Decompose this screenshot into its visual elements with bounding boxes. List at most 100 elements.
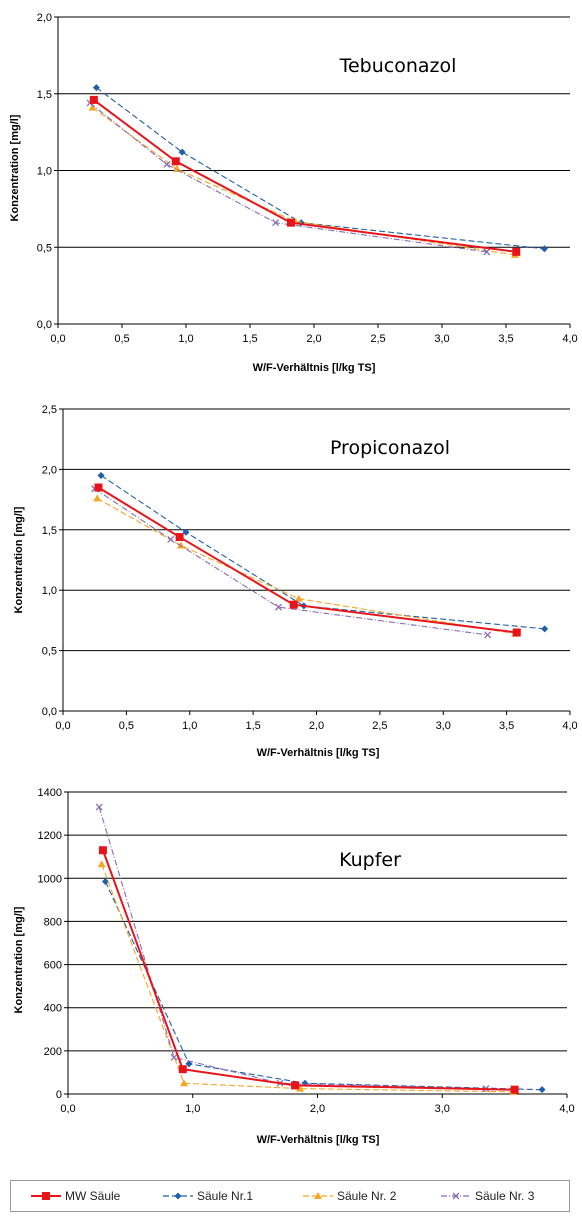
series-line-3 — [94, 488, 488, 636]
data-point — [171, 157, 180, 166]
legend-label: Säule Nr. 2 — [337, 1189, 397, 1203]
data-point — [180, 1079, 189, 1087]
x-tick-label: 2,5 — [372, 720, 387, 732]
x-tick-label: 0,0 — [50, 333, 65, 345]
legend-label: Säule Nr. 3 — [475, 1189, 535, 1203]
y-axis-label: Konzentration [mg/l] — [13, 506, 25, 613]
data-point — [97, 860, 106, 868]
data-point — [88, 103, 97, 111]
y-tick-label: 1,5 — [37, 89, 52, 101]
legend-marker — [42, 1192, 50, 1200]
y-tick-label: 200 — [44, 1046, 62, 1058]
data-point — [167, 536, 175, 543]
data-point — [163, 160, 171, 168]
data-point — [286, 218, 295, 227]
data-point — [540, 245, 548, 253]
legend-swatch — [31, 1192, 61, 1200]
legend-swatch — [441, 1192, 471, 1200]
data-point — [510, 1085, 519, 1094]
x-tick-label: 1,5 — [245, 720, 260, 732]
data-point — [182, 528, 190, 536]
x-tick-label: 1,0 — [178, 333, 193, 345]
data-point — [175, 533, 184, 542]
y-tick-label: 0,5 — [37, 242, 52, 254]
legend-marker — [452, 1192, 460, 1200]
legend-item-saeule-2: Säule Nr. 2 — [301, 1181, 396, 1211]
data-point — [173, 164, 182, 172]
data-point — [89, 95, 98, 104]
data-point — [95, 803, 103, 811]
y-tick-label: 0,0 — [37, 319, 52, 331]
chart-title: Tebuconazol — [339, 55, 457, 77]
y-tick-label: 2,0 — [42, 464, 57, 476]
chart-propiconazol: Propiconazol Konzentration [mg/l] W/F-Ve… — [13, 437, 450, 759]
y-tick-label: 800 — [44, 916, 62, 928]
data-point — [98, 846, 107, 855]
legend-item-saeule-3: Säule Nr. 3 — [439, 1181, 534, 1211]
legend-swatch — [303, 1192, 333, 1199]
plot-0: 0,0 0,5 1,0 1,5 2,0 0,0 0,5 1,0 1,5 2,0 2,5 3,0 3,5 4… — [37, 12, 578, 345]
data-point — [185, 1060, 193, 1068]
chart-tebuconazol: Tebuconazol Konzentration [mg/l] W/F-Ver… — [9, 55, 456, 374]
y-tick-label: 0,0 — [42, 706, 57, 718]
y-tick-label: 600 — [44, 960, 62, 972]
x-axis-label: W/F-Verhältnis [l/kg TS] — [257, 747, 380, 759]
x-tick-label: 2,0 — [310, 1103, 325, 1115]
series-line-0 — [101, 849, 515, 1091]
data-point — [296, 1084, 305, 1092]
x-tick-label: 1,0 — [185, 1103, 200, 1115]
x-tick-label: 3,0 — [434, 333, 449, 345]
x-tick-label: 3,5 — [498, 333, 513, 345]
x-tick-label: 1,0 — [182, 720, 197, 732]
legend-label: Säule Nr.1 — [197, 1189, 254, 1203]
data-point — [512, 628, 521, 637]
x-tick-label: 0,5 — [119, 720, 134, 732]
y-tick-label: 2,5 — [42, 404, 57, 416]
data-point — [94, 483, 103, 492]
x-axis-label: W/F-Verhältnis [l/kg TS] — [257, 1134, 380, 1146]
legend-item-mw-saeule: MW Säule — [29, 1181, 120, 1211]
plot-1: 0,0 0,5 1,0 1,5 2,0 2,5 0,0 0,5 1,0 1,5 2,0 2,5 3,0 3… — [42, 404, 578, 732]
y-tick-label: 1,0 — [37, 166, 52, 178]
x-tick-label: 0,0 — [55, 720, 70, 732]
y-tick-label: 1,0 — [42, 585, 57, 597]
x-tick-label: 4,0 — [562, 720, 577, 732]
legend-marker — [174, 1192, 182, 1200]
x-tick-label: 2,0 — [309, 720, 324, 732]
series-line-0 — [93, 99, 517, 253]
y-tick-label: 2,0 — [37, 12, 52, 24]
data-point — [101, 878, 109, 886]
data-point — [272, 219, 280, 227]
series-line-2 — [101, 864, 514, 1093]
x-tick-label: 2,5 — [370, 333, 385, 345]
legend-marker — [314, 1192, 322, 1199]
x-tick-label: 1,5 — [242, 333, 257, 345]
data-point — [275, 603, 282, 611]
x-tick-label: 3,0 — [436, 720, 451, 732]
legend-item-saeule-1: Säule Nr.1 — [161, 1181, 253, 1211]
data-point — [291, 1081, 300, 1090]
y-tick-label: 1,5 — [42, 525, 57, 537]
data-point — [484, 631, 492, 639]
series-line-2 — [92, 107, 516, 256]
x-tick-label: 4,0 — [559, 1103, 574, 1115]
x-tick-label: 0,0 — [60, 1103, 75, 1115]
x-tick-label: 2,0 — [306, 333, 321, 345]
x-tick-label: 4,0 — [562, 333, 577, 345]
data-point — [178, 148, 186, 156]
y-tick-label: 400 — [44, 1003, 62, 1015]
data-point — [483, 248, 491, 256]
data-point — [176, 541, 185, 549]
x-tick-label: 3,5 — [499, 720, 514, 732]
y-tick-label: 1400 — [38, 787, 62, 799]
data-point — [512, 247, 521, 256]
x-axis-label: W/F-Verhältnis [l/kg TS] — [253, 362, 376, 374]
y-axis-label: Konzentration [mg/l] — [9, 114, 21, 221]
x-tick-label: 3,0 — [435, 1103, 450, 1115]
legend-swatch — [163, 1192, 193, 1200]
y-tick-label: 0,5 — [42, 646, 57, 658]
data-point — [170, 1053, 178, 1061]
series-line-1 — [104, 881, 543, 1091]
y-tick-label: 0 — [56, 1089, 62, 1101]
